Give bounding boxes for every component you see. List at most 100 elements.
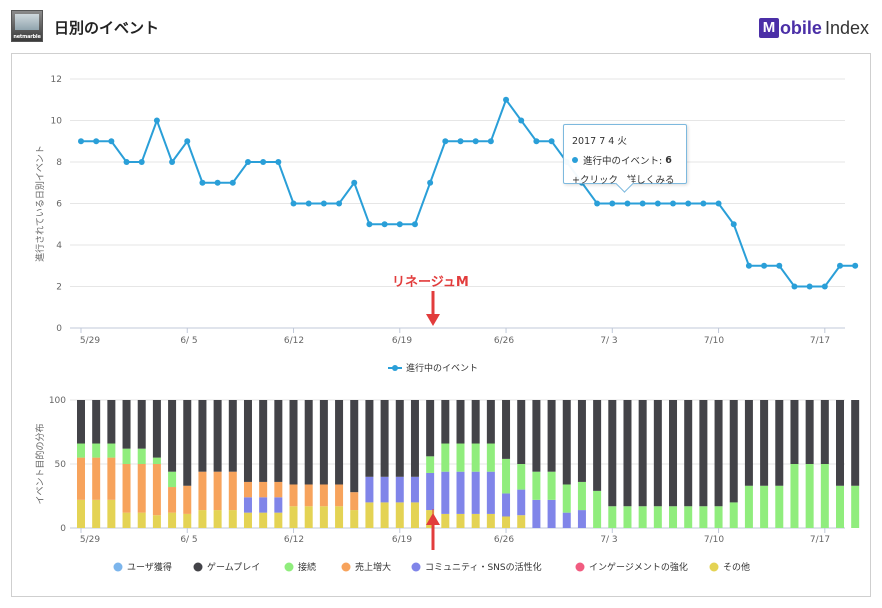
bar-segment bbox=[426, 400, 435, 457]
line-xtick-label: 6/26 bbox=[494, 336, 514, 346]
bar-segment bbox=[395, 400, 404, 477]
line-point bbox=[533, 138, 540, 145]
bar-segment bbox=[502, 493, 511, 517]
line-point bbox=[745, 262, 752, 269]
bar-segment bbox=[593, 490, 602, 528]
bar-segment bbox=[380, 502, 389, 528]
bar-segment bbox=[744, 400, 753, 486]
bar-segment bbox=[471, 443, 480, 472]
bar-segment bbox=[183, 513, 192, 528]
line-legend-dot bbox=[392, 365, 398, 371]
bar-segment bbox=[669, 400, 678, 507]
bar-segment bbox=[532, 400, 541, 472]
bar-segment bbox=[213, 471, 222, 511]
bar-segment bbox=[319, 400, 328, 485]
bar-segment bbox=[441, 443, 450, 472]
bar-segment bbox=[653, 506, 662, 528]
bar-segment bbox=[623, 400, 632, 507]
brand-logo-m: M bbox=[758, 18, 779, 38]
line-xtick-label: 6/ 5 bbox=[180, 336, 197, 346]
bar-segment bbox=[243, 512, 252, 528]
bar-segment bbox=[547, 471, 556, 500]
bar-segment bbox=[274, 512, 283, 528]
brand-logo-index: Index bbox=[824, 17, 869, 38]
bar-segment bbox=[502, 516, 511, 528]
line-point bbox=[93, 138, 100, 145]
line-xtick-label: 7/17 bbox=[810, 336, 830, 346]
line-point bbox=[260, 159, 267, 165]
bar-legend-symbol bbox=[575, 562, 585, 572]
bar-segment bbox=[653, 400, 662, 507]
bar-segment bbox=[152, 400, 161, 458]
line-ytick-label: 8 bbox=[56, 158, 62, 168]
bar-segment bbox=[335, 484, 344, 507]
bar-segment bbox=[699, 400, 708, 507]
bar-segment bbox=[486, 400, 495, 444]
bar-segment bbox=[259, 481, 268, 498]
bar-segment bbox=[532, 499, 541, 528]
line-point bbox=[411, 221, 418, 228]
bar-segment bbox=[517, 515, 526, 528]
bar-segment bbox=[122, 464, 131, 513]
line-chart: 0 2 4 6 8 10 12 5/29 6/ 5 6/12 6/19 6/26 7/ 3 7/10 7/1… bbox=[34, 75, 859, 346]
bar-segment bbox=[319, 506, 328, 528]
tooltip[interactable]: 2017 7 4 火 進行中のイベント: 6 +クリック、詳しくみる bbox=[563, 124, 687, 193]
line-point bbox=[730, 221, 737, 228]
bar-segment bbox=[395, 502, 404, 528]
bar-segment bbox=[168, 471, 177, 488]
line-ytick-label: 4 bbox=[56, 241, 62, 251]
header: netmarble 日別のイベント M obile Index bbox=[0, 0, 882, 50]
stacked-bar-chart: 0 50 100 5/29 6/ 5 6/12 6/19 6/26 7/ 3 7/10 7/17 イベ… bbox=[34, 396, 860, 545]
bar-segment bbox=[729, 502, 738, 528]
bar-segment bbox=[638, 506, 647, 528]
bar-segment bbox=[168, 512, 177, 528]
bar-legend-label: 接続 bbox=[298, 561, 316, 573]
bar-segment bbox=[805, 464, 814, 528]
bar-legend-symbol bbox=[411, 562, 421, 572]
bar-segment bbox=[350, 492, 359, 511]
bar-segment bbox=[335, 506, 344, 528]
bar-segment bbox=[122, 448, 131, 464]
bar-xtick-label: 7/10 bbox=[704, 535, 724, 545]
bar-segment bbox=[502, 400, 511, 459]
bar-segment bbox=[137, 512, 146, 528]
bar-xtick-label: 7/ 3 bbox=[600, 535, 617, 545]
bar-segment bbox=[486, 513, 495, 528]
bar-segment bbox=[137, 464, 146, 513]
bar-segment bbox=[577, 510, 586, 528]
line-point bbox=[138, 159, 145, 165]
bar-segment bbox=[532, 471, 541, 500]
brand-logo[interactable]: M obile Index bbox=[758, 15, 869, 41]
line-point bbox=[548, 138, 555, 145]
bar-segment bbox=[790, 464, 799, 528]
bar-segment bbox=[699, 506, 708, 528]
bar-segment bbox=[243, 497, 252, 513]
bar-segment bbox=[395, 476, 404, 503]
bar-segment bbox=[805, 400, 814, 464]
bar-segment bbox=[168, 400, 177, 472]
bar-ytick-label: 50 bbox=[55, 460, 67, 470]
bar-segment bbox=[456, 400, 465, 444]
line-point bbox=[108, 138, 115, 145]
bar-segment bbox=[107, 443, 116, 458]
bar-segment bbox=[365, 400, 374, 477]
line-xtick-label: 6/19 bbox=[392, 336, 412, 346]
bar-segment bbox=[441, 513, 450, 528]
bar-segment bbox=[77, 400, 85, 444]
bar-segment bbox=[426, 472, 435, 511]
line-ytick-label: 2 bbox=[56, 283, 62, 293]
bar-segment bbox=[669, 506, 678, 528]
bar-segment bbox=[790, 400, 799, 464]
line-point bbox=[472, 138, 479, 145]
bar-segment bbox=[228, 510, 237, 528]
bar-xtick-label: 6/ 5 bbox=[180, 535, 197, 545]
bar-segment bbox=[152, 515, 161, 528]
bar-segment bbox=[380, 476, 389, 503]
bar-segment bbox=[152, 464, 161, 516]
bar-segment bbox=[137, 448, 146, 464]
bar-segment bbox=[198, 471, 207, 511]
line-point bbox=[396, 221, 403, 228]
bar-segment bbox=[92, 499, 101, 528]
line-point bbox=[275, 159, 282, 165]
